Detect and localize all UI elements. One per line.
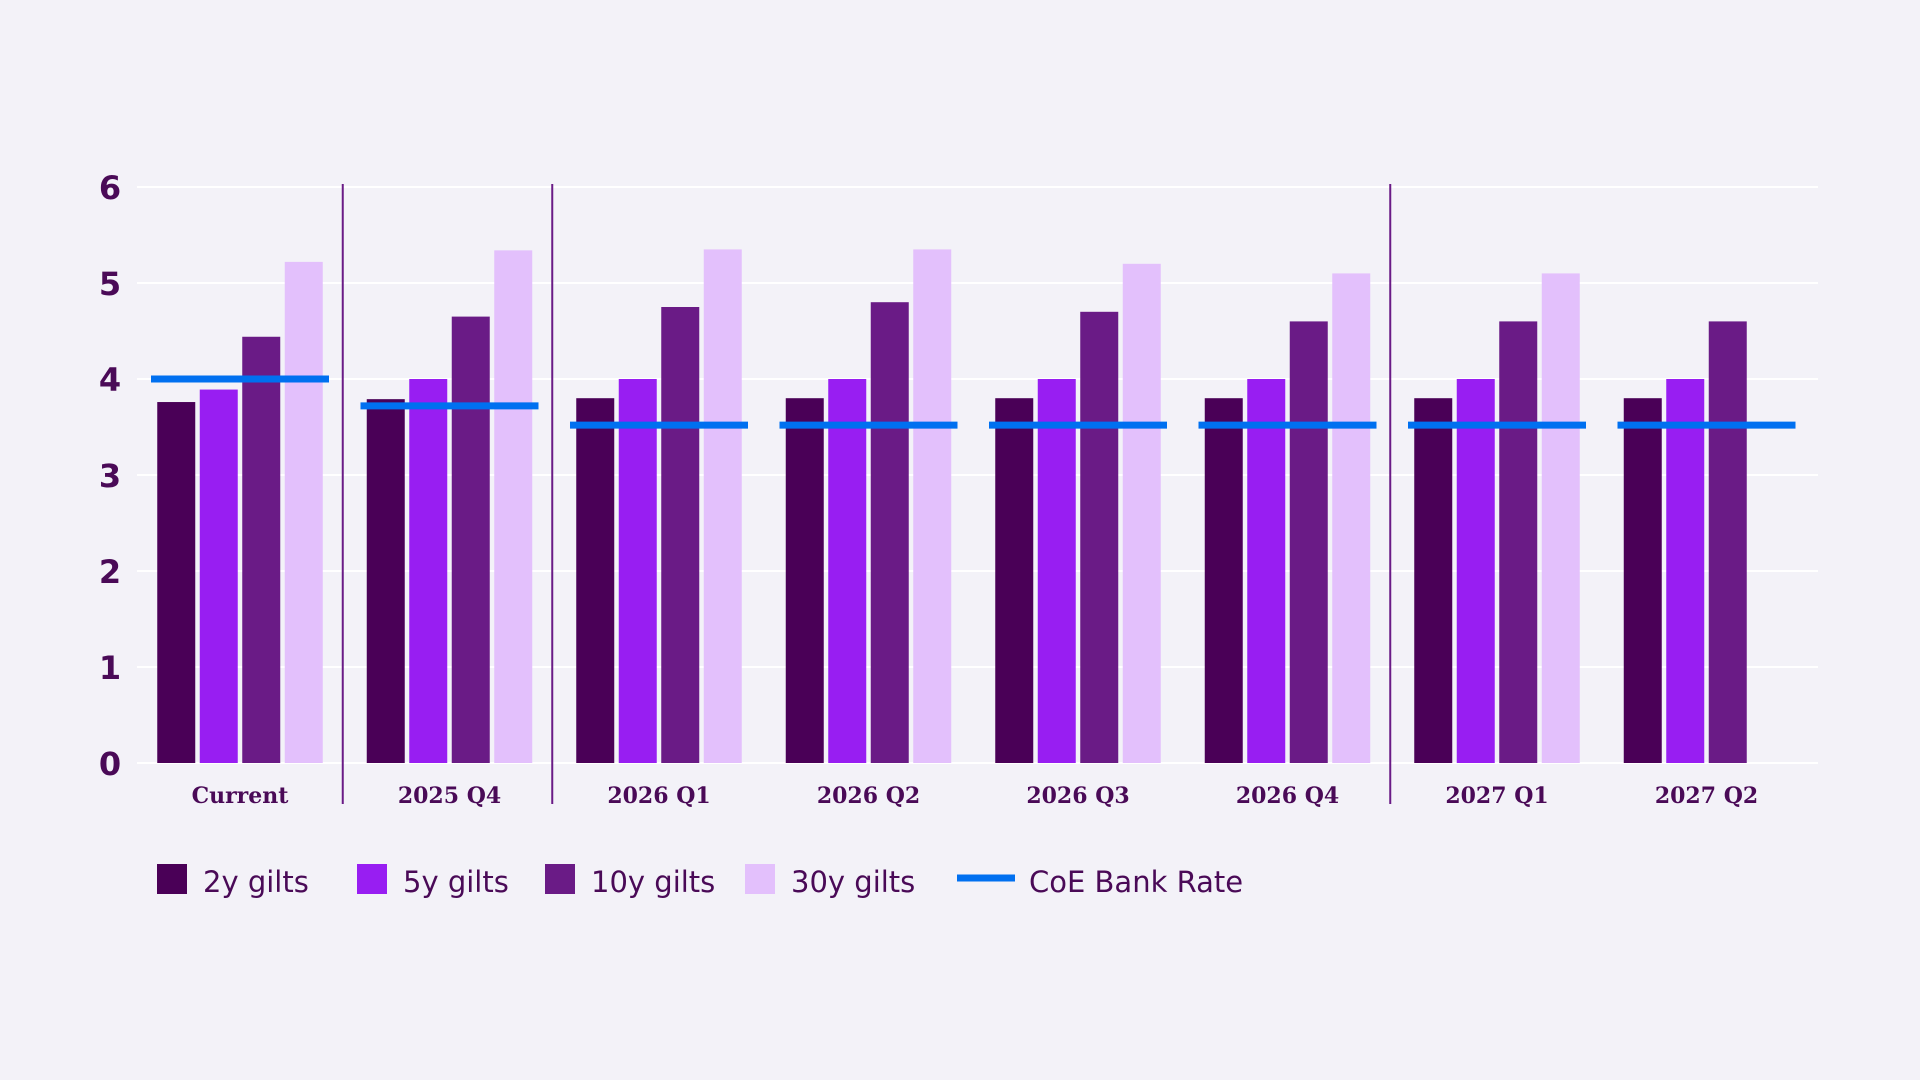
legend-swatch bbox=[745, 864, 775, 894]
bar-2y-gilts bbox=[1414, 398, 1453, 763]
bar-10y-gilts bbox=[451, 316, 490, 763]
y-axis: 0 1 2 3 4 5 6 bbox=[99, 169, 121, 783]
bar-2y-gilts bbox=[366, 399, 405, 763]
bar-30y-gilts bbox=[494, 250, 533, 764]
bar-10y-gilts bbox=[1708, 321, 1747, 763]
x-tick-label: 2025 Q4 bbox=[398, 783, 501, 809]
x-axis: Current 2025 Q4 2026 Q1 2026 Q2 2026 Q3 2026 … bbox=[192, 783, 1759, 809]
legend-label: 2y gilts bbox=[203, 865, 309, 899]
bar-30y-gilts bbox=[1122, 263, 1161, 763]
legend-swatch bbox=[357, 864, 387, 894]
bar-10y-gilts bbox=[1499, 321, 1538, 763]
legend-label: 30y gilts bbox=[791, 865, 915, 899]
bar-5y-gilts bbox=[1037, 379, 1076, 763]
bar-2y-gilts bbox=[1204, 398, 1243, 763]
bar-2y-gilts bbox=[157, 402, 196, 763]
x-tick-label: Current bbox=[192, 783, 290, 809]
legend-label: 5y gilts bbox=[403, 865, 509, 899]
x-tick-label: 2026 Q3 bbox=[1026, 783, 1129, 809]
bar-5y-gilts bbox=[1247, 379, 1286, 763]
bar-10y-gilts bbox=[1289, 321, 1328, 763]
x-tick-label: 2026 Q4 bbox=[1236, 783, 1339, 809]
x-tick-label: 2026 Q1 bbox=[607, 783, 710, 809]
bar-10y-gilts bbox=[1080, 311, 1119, 763]
bar-5y-gilts bbox=[828, 379, 867, 763]
bar-5y-gilts bbox=[409, 379, 448, 763]
y-tick-label: 1 bbox=[99, 649, 121, 687]
bar-10y-gilts bbox=[870, 302, 909, 763]
legend: 2y gilts 5y gilts 10y gilts 30y gilts CoE Ba… bbox=[157, 864, 1243, 899]
bar-30y-gilts bbox=[1332, 273, 1371, 763]
legend-label: CoE Bank Rate bbox=[1029, 865, 1243, 899]
bar-30y-gilts bbox=[1541, 273, 1580, 763]
bar-10y-gilts bbox=[242, 336, 281, 763]
y-tick-label: 6 bbox=[99, 169, 121, 207]
bar-2y-gilts bbox=[1623, 398, 1662, 763]
bars bbox=[157, 249, 1747, 764]
bar-30y-gilts bbox=[284, 261, 323, 763]
bar-5y-gilts bbox=[1666, 379, 1705, 763]
bar-5y-gilts bbox=[199, 389, 238, 763]
legend-swatch bbox=[545, 864, 575, 894]
x-tick-label: 2026 Q2 bbox=[817, 783, 920, 809]
y-tick-label: 4 bbox=[99, 361, 121, 399]
bar-2y-gilts bbox=[576, 398, 615, 763]
y-tick-label: 3 bbox=[99, 457, 121, 495]
bar-5y-gilts bbox=[1456, 379, 1495, 763]
bar-10y-gilts bbox=[661, 307, 700, 763]
bar-30y-gilts bbox=[913, 249, 952, 763]
x-tick-label: 2027 Q2 bbox=[1655, 783, 1758, 809]
group-dividers bbox=[341, 184, 1392, 804]
legend-label: 10y gilts bbox=[591, 865, 715, 899]
x-tick-label: 2027 Q1 bbox=[1445, 783, 1548, 809]
y-tick-label: 0 bbox=[99, 745, 121, 783]
y-tick-label: 5 bbox=[99, 265, 121, 303]
y-tick-label: 2 bbox=[99, 553, 121, 591]
bar-2y-gilts bbox=[785, 398, 824, 763]
bar-30y-gilts bbox=[703, 249, 742, 763]
bar-5y-gilts bbox=[618, 379, 657, 763]
bank-rate-lines bbox=[151, 375, 1796, 429]
legend-swatch bbox=[157, 864, 187, 894]
bar-2y-gilts bbox=[995, 398, 1034, 763]
